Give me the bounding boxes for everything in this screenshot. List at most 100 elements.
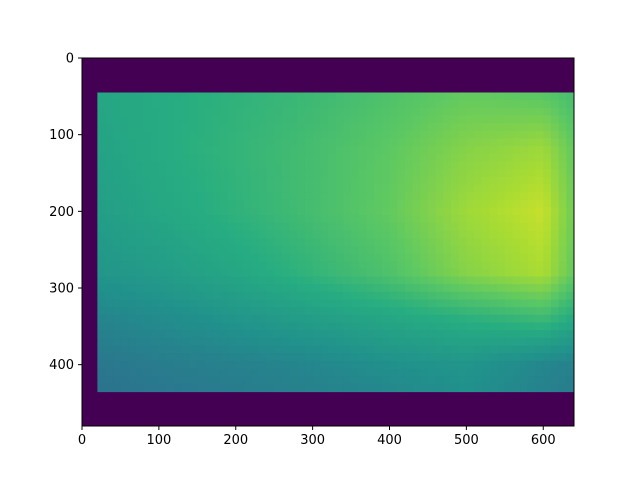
heatmap-cell [351, 345, 360, 354]
heatmap-cell [135, 184, 145, 193]
heatmap-cell [158, 199, 168, 209]
heatmap-cell [389, 215, 398, 224]
heatmap-cell [412, 107, 421, 117]
heatmap-cell [189, 368, 198, 377]
heatmap-cell [451, 360, 460, 370]
heatmap-cell [228, 207, 237, 216]
heatmap-cell [358, 314, 368, 324]
heatmap-cell [443, 268, 452, 278]
heatmap-cell [266, 360, 275, 370]
heatmap-cell [397, 230, 406, 239]
heatmap-cell [427, 230, 437, 239]
heatmap-cell [451, 299, 460, 308]
heatmap-cell [535, 368, 544, 377]
heatmap-cell [197, 100, 206, 109]
heatmap-cell [112, 353, 122, 362]
heatmap-cell [481, 130, 491, 140]
heatmap-cell [166, 353, 175, 362]
heatmap-cell [105, 253, 114, 262]
heatmap-cell [112, 153, 122, 163]
heatmap-cell [358, 307, 368, 316]
heatmap-cell [289, 100, 298, 109]
heatmap-cell [343, 222, 352, 232]
heatmap-cell [520, 253, 529, 262]
heatmap-cell [427, 215, 437, 224]
heatmap-cell [343, 337, 352, 347]
heatmap-cell [220, 161, 229, 170]
heatmap-cell [181, 376, 191, 385]
heatmap-cell [435, 230, 444, 239]
heatmap-cell [366, 330, 375, 339]
heatmap-cell [566, 161, 574, 170]
heatmap-cell [435, 238, 444, 247]
heatmap-cell [143, 360, 152, 370]
heatmap-cell [328, 207, 337, 216]
heatmap-cell [320, 245, 329, 255]
heatmap-cell [220, 115, 229, 124]
heatmap-cell [281, 169, 291, 178]
heatmap-cell [320, 307, 329, 316]
heatmap-cell [251, 192, 260, 201]
heatmap-cell [474, 345, 483, 354]
heatmap-cell [535, 376, 544, 385]
heatmap-cell [489, 153, 498, 163]
heatmap-cell [335, 314, 344, 324]
heatmap-cell [189, 115, 198, 124]
heatmap-cell [466, 230, 475, 239]
heatmap-cell [451, 192, 460, 201]
heatmap-cell [189, 345, 198, 354]
heatmap-cell [128, 176, 137, 186]
heatmap-cell [289, 184, 298, 193]
heatmap-cell [504, 107, 514, 117]
heatmap-cell [389, 322, 398, 331]
heatmap-cell [97, 261, 106, 270]
heatmap-cell [558, 245, 567, 255]
heatmap-cell [274, 92, 283, 101]
heatmap-cell [158, 245, 168, 255]
heatmap-cell [343, 92, 352, 101]
heatmap-cell [512, 230, 521, 239]
heatmap-cell [550, 307, 560, 316]
heatmap-cell [220, 353, 229, 362]
heatmap-cell [189, 153, 198, 163]
heatmap-cell [412, 207, 421, 216]
heatmap-cell [97, 184, 106, 193]
heatmap-cell [351, 115, 360, 124]
heatmap-cell [151, 207, 160, 216]
heatmap-cell [228, 345, 237, 354]
heatmap-cell [220, 253, 229, 262]
heatmap-cell [297, 207, 306, 216]
heatmap-cell [289, 330, 298, 339]
heatmap-cell [404, 330, 414, 339]
heatmap-cell [404, 199, 414, 209]
heatmap-cell [205, 345, 214, 354]
heatmap-cell [166, 146, 175, 155]
heatmap-cell [158, 299, 168, 308]
heatmap-cell [297, 238, 306, 247]
heatmap-cell [120, 115, 129, 124]
heatmap-cell [220, 169, 229, 178]
heatmap-cell [112, 238, 122, 247]
heatmap-cell [566, 345, 574, 354]
heatmap-cell [235, 368, 245, 377]
heatmap-cell [304, 337, 314, 347]
heatmap-cell [520, 307, 529, 316]
heatmap-cell [374, 192, 383, 201]
heatmap-cell [512, 360, 521, 370]
heatmap-cell [304, 199, 314, 209]
heatmap-cell [489, 238, 498, 247]
heatmap-cell [474, 299, 483, 308]
heatmap-cell [381, 207, 391, 216]
heatmap-cell [404, 153, 414, 163]
heatmap-cell [212, 222, 221, 232]
heatmap-cell [158, 222, 168, 232]
heatmap-cell [120, 238, 129, 247]
heatmap-cell [412, 123, 421, 132]
heatmap-cell [189, 307, 198, 316]
heatmap-cell [412, 314, 421, 324]
heatmap-cell [97, 238, 106, 247]
heatmap-cell [389, 176, 398, 186]
heatmap-cell [320, 314, 329, 324]
heatmap-cell [397, 238, 406, 247]
heatmap-cell [158, 253, 168, 262]
